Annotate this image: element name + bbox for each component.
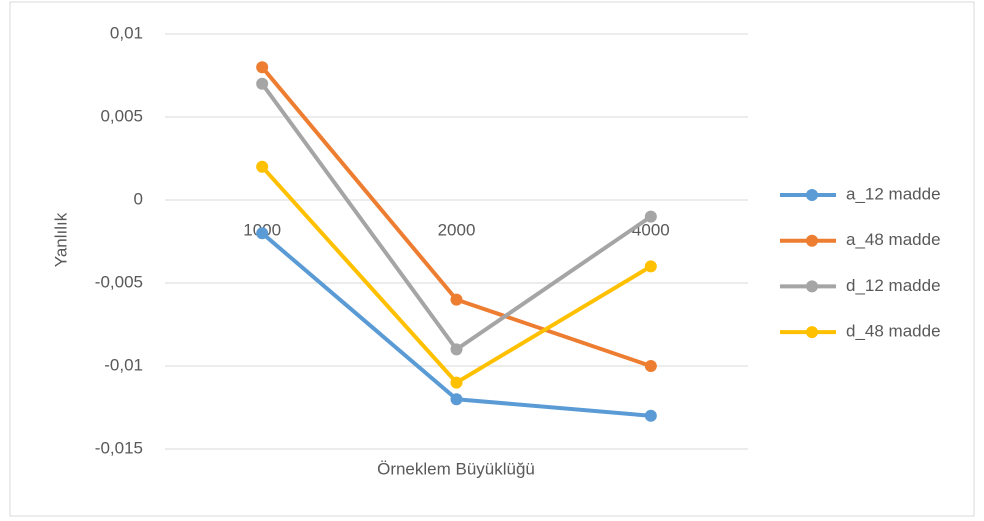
- legend-label: a_48 madde: [846, 230, 941, 249]
- legend-label: d_48 madde: [846, 322, 941, 341]
- data-point: [644, 409, 657, 422]
- legend-marker: [806, 234, 818, 247]
- data-point: [256, 227, 269, 240]
- data-point: [644, 260, 657, 273]
- chart-border: [9, 1, 975, 517]
- legend-marker: [806, 326, 818, 339]
- data-point: [450, 343, 463, 356]
- y-tick-label: 0,01: [110, 23, 143, 42]
- data-point: [256, 61, 269, 74]
- y-tick-label: -0,01: [104, 355, 143, 374]
- y-axis-title: Yanlılık: [51, 212, 70, 267]
- x-tick-label: 2000: [438, 220, 476, 239]
- data-point: [256, 160, 269, 173]
- legend-marker: [806, 280, 818, 293]
- data-point: [644, 360, 657, 372]
- data-point: [256, 77, 269, 90]
- y-tick-label: -0,005: [95, 272, 143, 291]
- legend-label: d_12 madde: [846, 276, 941, 295]
- y-tick-label: -0,015: [95, 438, 143, 457]
- x-axis-title: Örneklem Büyüklüğü: [377, 459, 535, 478]
- y-tick-label: 0: [134, 189, 143, 208]
- data-point: [450, 293, 463, 306]
- data-point: [644, 210, 657, 223]
- y-tick-label: 0,005: [100, 106, 143, 125]
- legend-marker: [806, 189, 818, 201]
- legend-label: a_12 madde: [846, 184, 941, 203]
- data-point: [450, 393, 463, 406]
- data-point: [450, 376, 463, 389]
